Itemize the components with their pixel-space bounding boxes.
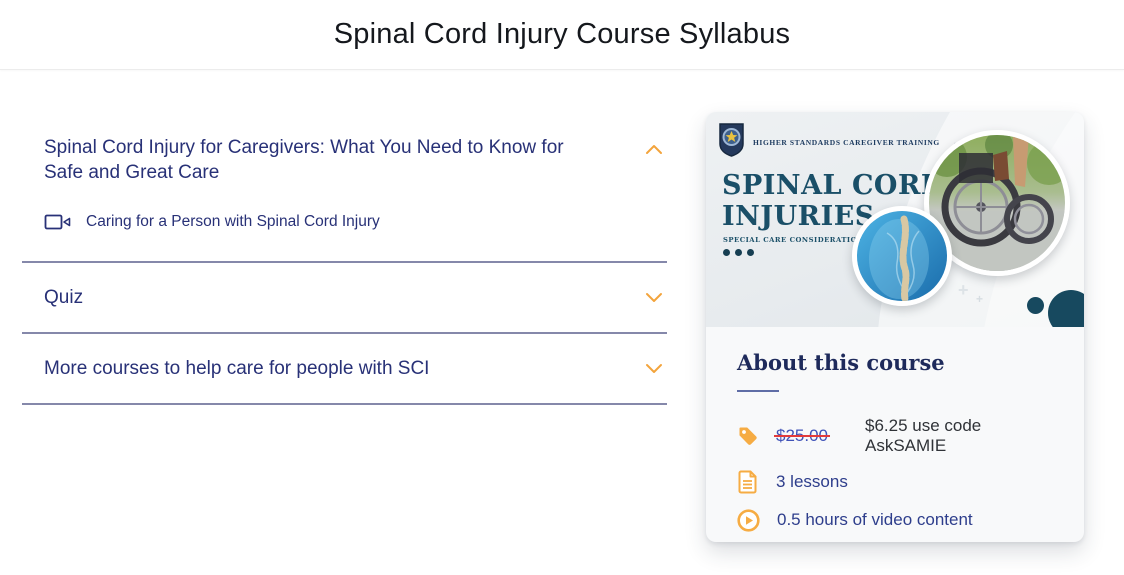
accordion-section-quiz-wrap: Quiz <box>22 263 667 332</box>
course-info-card: + + + + HIGHER STANDARDS CAREGIVER TRAIN… <box>706 112 1084 542</box>
section-title: More courses to help care for people wit… <box>44 358 430 379</box>
videocam-icon <box>44 213 71 231</box>
lessons-row: 3 lessons <box>737 470 1056 494</box>
tag-icon <box>737 425 759 447</box>
about-section: About this course $25.00 $6.25 use code … <box>706 327 1084 532</box>
dots-decoration <box>723 249 754 256</box>
divider <box>22 261 667 263</box>
brand-lockup: HIGHER STANDARDS CAREGIVER TRAINING <box>718 122 940 162</box>
video-duration: 0.5 hours of video content <box>777 510 973 529</box>
thumbnail-title-line1: SPINAL CORD <box>722 170 945 201</box>
corner-disc-decoration <box>1048 290 1084 327</box>
lesson-item-video[interactable]: Caring for a Person with Spinal Cord Inj… <box>44 213 667 231</box>
section-title: Quiz <box>44 287 84 308</box>
accordion-section-more-wrap: More courses to help care for people wit… <box>22 334 667 403</box>
brand-name: HIGHER STANDARDS CAREGIVER TRAINING <box>753 137 940 147</box>
accordion-section-more-courses[interactable]: More courses to help care for people wit… <box>22 356 667 381</box>
course-thumbnail: + + + + HIGHER STANDARDS CAREGIVER TRAIN… <box>706 112 1084 327</box>
syllabus-accordion: Spinal Cord Injury for Caregivers: What … <box>22 112 667 405</box>
page-header: Spinal Cord Injury Course Syllabus <box>0 0 1124 70</box>
spine-photo <box>852 206 952 306</box>
plus-decoration: + <box>958 280 969 300</box>
thumbnail-title: SPINAL CORD INJURIES <box>722 170 945 232</box>
lessons-count: 3 lessons <box>776 472 848 491</box>
divider <box>22 403 667 405</box>
lesson-label: Caring for a Person with Spinal Cord Inj… <box>86 213 380 230</box>
price-row: $25.00 $6.25 use code AskSAMIE <box>737 416 1056 456</box>
heading-underline <box>737 390 779 392</box>
discount-price: $6.25 use code AskSAMIE <box>865 416 982 455</box>
wheelchair-photo <box>924 130 1070 276</box>
plus-decoration: + <box>976 292 984 306</box>
accordion-section-quiz[interactable]: Quiz <box>22 285 667 310</box>
thumbnail-subtitle: SPECIAL CARE CONSIDERATIONS <box>723 236 870 244</box>
video-duration-row: 0.5 hours of video content <box>737 508 1056 532</box>
chevron-up-icon <box>645 142 663 160</box>
corner-dot-decoration <box>1027 297 1044 314</box>
document-icon <box>737 470 759 494</box>
original-price: $25.00 <box>776 426 828 445</box>
page-title: Spinal Cord Injury Course Syllabus <box>333 18 791 50</box>
shield-logo-icon <box>718 122 745 162</box>
chevron-down-icon <box>645 290 663 308</box>
chevron-down-icon <box>645 361 663 379</box>
accordion-section-caregivers[interactable]: Spinal Cord Injury for Caregivers: What … <box>22 135 667 185</box>
about-heading: About this course <box>737 350 945 375</box>
section-title: Spinal Cord Injury for Caregivers: What … <box>44 137 564 183</box>
divider <box>22 332 667 334</box>
thumbnail-title-line2: INJURIES <box>722 201 875 232</box>
play-circle-icon <box>737 508 760 532</box>
